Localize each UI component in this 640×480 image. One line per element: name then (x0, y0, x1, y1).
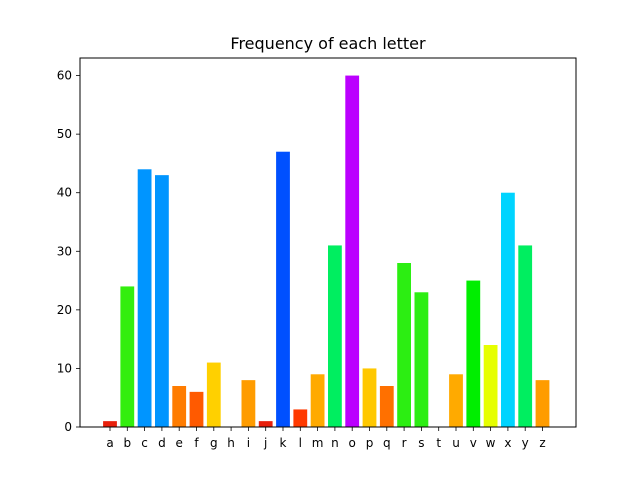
x-tick-label-m: m (312, 436, 324, 450)
x-tick-label-x: x (504, 436, 511, 450)
x-tick-label-p: p (366, 436, 374, 450)
bar-m (310, 374, 325, 427)
bar-n (328, 245, 342, 427)
x-tick-label-l: l (299, 436, 302, 450)
bar-o (345, 75, 360, 427)
y-tick-label-0: 0 (64, 420, 72, 434)
bar-u (449, 374, 463, 427)
x-tick-label-v: v (470, 436, 477, 450)
x-tick-label-a: a (106, 436, 113, 450)
plot-frame (79, 57, 577, 428)
bars-group (103, 75, 550, 428)
x-tick-label-o: o (349, 436, 356, 450)
x-tick-label-n: n (331, 436, 339, 450)
x-tick-label-s: s (418, 436, 424, 450)
x-tick-label-u: u (452, 436, 460, 450)
x-tick-label-f: f (194, 436, 199, 450)
x-tick-label-z: z (539, 436, 545, 450)
x-tick-label-i: i (247, 436, 250, 450)
bar-j (258, 421, 273, 427)
y-axis: 0 10 20 30 40 50 60 (57, 69, 80, 434)
bar-f (189, 391, 204, 427)
x-tick-label-k: k (280, 436, 287, 450)
bar-k (276, 151, 290, 427)
y-tick-label-30: 30 (57, 244, 72, 258)
x-tick-label-h: h (227, 436, 235, 450)
x-tick-label-g: g (210, 436, 218, 450)
bar-i (241, 380, 256, 427)
bar-p (362, 368, 377, 427)
bar-x (501, 192, 515, 427)
y-tick-label-60: 60 (57, 69, 72, 83)
bar-q (379, 386, 394, 427)
y-tick-label-10: 10 (57, 361, 72, 375)
y-tick-label-50: 50 (57, 127, 72, 141)
x-tick-label-d: d (158, 436, 166, 450)
x-tick-label-e: e (176, 436, 183, 450)
x-tick-label-j: j (263, 436, 267, 450)
x-tick-label-r: r (402, 436, 407, 450)
bar-s (414, 292, 429, 427)
bar-v (466, 280, 481, 427)
bar-z (535, 380, 550, 427)
y-tick-label-20: 20 (57, 303, 72, 317)
bar-a (103, 421, 117, 427)
bar-c (137, 169, 152, 428)
bar-y (518, 245, 533, 427)
x-tick-label-w: w (486, 436, 496, 450)
bar-w (483, 345, 498, 427)
bar-r (397, 263, 411, 427)
bar-e (172, 386, 187, 427)
x-tick-label-t: t (436, 436, 441, 450)
y-tick-label-40: 40 (57, 186, 72, 200)
x-tick-label-q: q (383, 436, 391, 450)
x-tick-label-b: b (123, 436, 131, 450)
x-tick-label-y: y (522, 436, 529, 450)
bar-g (206, 362, 221, 427)
bar-d (155, 175, 169, 427)
x-tick-label-c: c (141, 436, 148, 450)
bar-b (120, 286, 135, 427)
chart-title: Frequency of each letter (230, 34, 426, 53)
bar-l (293, 409, 308, 427)
